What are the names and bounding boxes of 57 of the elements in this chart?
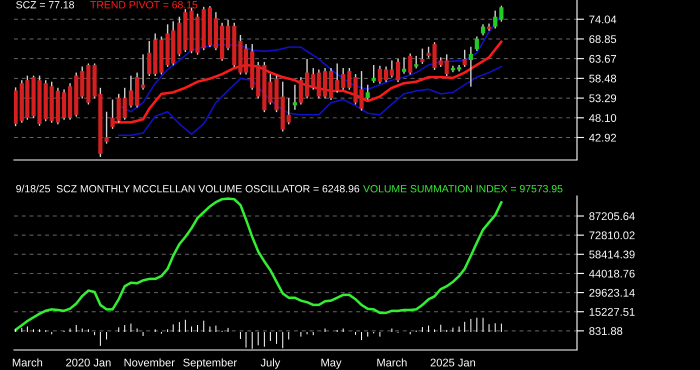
y-tick-label: 63.67 — [589, 54, 616, 63]
candlestick — [493, 10, 498, 30]
y-tick-label: 58414.39 — [589, 250, 635, 258]
y-tick-label: 15227.51 — [590, 308, 635, 316]
y-tick-label: 68.85 — [589, 35, 616, 44]
candlestick — [420, 48, 424, 65]
candlestick — [408, 52, 412, 76]
text: VOLUME SUMMATION INDEX = 97573.95 — [363, 185, 562, 192]
candlestick — [372, 64, 376, 84]
y-tick-label: 74.04 — [589, 16, 616, 24]
text: TREND PIVOT = 68.15 — [90, 1, 198, 8]
candlestick — [474, 36, 479, 52]
y-tick-label: 831.88 — [589, 327, 622, 335]
line-series — [14, 197, 503, 331]
candlestick — [140, 54, 146, 90]
candlestick — [426, 46, 431, 58]
y-tick-label: 72810.02 — [589, 231, 635, 240]
x-tick-label: 2020 Jan — [66, 358, 111, 366]
y-tick-label: 87205.64 — [589, 212, 635, 220]
candlestick — [359, 70, 364, 112]
candlestick — [462, 49, 467, 68]
y-tick-label: 53.29 — [589, 94, 616, 102]
x-tick-label: July — [260, 358, 280, 369]
candlestick — [128, 74, 134, 108]
candlestick — [402, 56, 406, 74]
candlestick — [304, 58, 310, 100]
candlestick — [268, 73, 272, 106]
x-tick-label: 2025 Jan — [430, 358, 476, 366]
x-tick-label: March — [12, 358, 42, 366]
line-series — [118, 66, 502, 136]
candlestick — [110, 98, 115, 130]
candlestick — [499, 5, 504, 22]
candlestick — [226, 19, 230, 51]
candlestick — [480, 24, 486, 36]
chart-title: SCZ = 77.18 — [16, 1, 74, 8]
x-tick-label: March — [377, 358, 407, 366]
text: 9/18/25 SCZ MONTHLY MCCLELLAN VOLUME OSCILLATOR = 6248.96 — [16, 184, 360, 192]
candlestick — [384, 66, 388, 83]
candlestick — [390, 60, 394, 78]
candlestick — [432, 41, 437, 71]
y-tick-label: 42.92 — [589, 134, 616, 142]
x-tick-label: November — [124, 358, 175, 366]
y-tick-label: 29623.14 — [589, 288, 635, 297]
y-tick-label: 58.48 — [589, 74, 616, 82]
x-tick-label: September — [183, 358, 237, 369]
candlestick — [347, 67, 352, 90]
candlestick — [104, 111, 109, 144]
candlestick — [414, 55, 418, 70]
candlestick — [292, 84, 297, 111]
candlestick — [396, 58, 400, 83]
y-tick-label: 44018.76 — [589, 270, 635, 278]
candlestick — [378, 65, 382, 84]
candlestick — [298, 76, 303, 106]
candlestick — [366, 84, 370, 100]
x-tick-label: May — [321, 358, 342, 369]
y-tick-label: 48.10 — [589, 114, 616, 122]
candlestick — [468, 46, 473, 88]
